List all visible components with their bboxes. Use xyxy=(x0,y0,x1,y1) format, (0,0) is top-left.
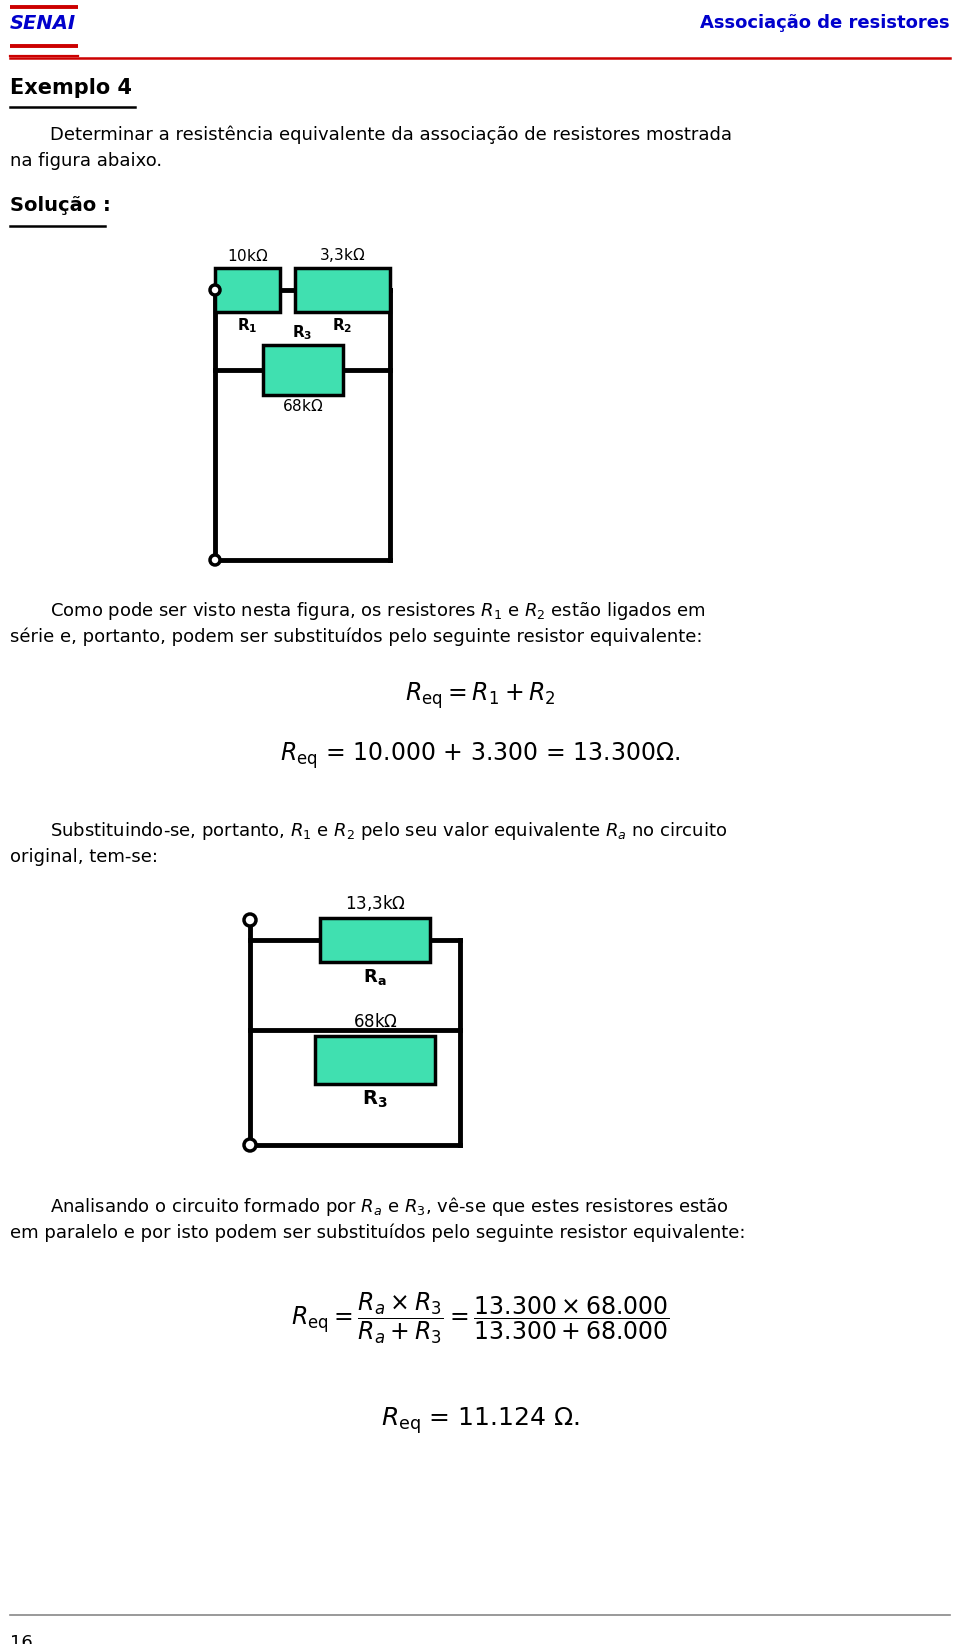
Text: 3,3k$\Omega$: 3,3k$\Omega$ xyxy=(320,247,366,265)
Bar xyxy=(315,1036,435,1083)
Text: 68k$\Omega$: 68k$\Omega$ xyxy=(352,1013,397,1031)
Text: 16: 16 xyxy=(10,1634,33,1644)
Text: Exemplo 4: Exemplo 4 xyxy=(10,77,132,99)
Bar xyxy=(320,917,430,962)
Text: $R_\mathrm{eq}$ = 10.000 + 3.300 = 13.300$\Omega$.: $R_\mathrm{eq}$ = 10.000 + 3.300 = 13.30… xyxy=(280,740,680,771)
Text: $\mathbf{R_3}$: $\mathbf{R_3}$ xyxy=(292,324,313,342)
Text: Analisando o circuito formado por $R_a$ e $R_3$, vê-se que estes resistores estã: Analisando o circuito formado por $R_a$ … xyxy=(50,1195,729,1218)
Text: série e, portanto, podem ser substituídos pelo seguinte resistor equivalente:: série e, portanto, podem ser substituído… xyxy=(10,628,703,646)
Text: 13,3k$\Omega$: 13,3k$\Omega$ xyxy=(345,893,405,912)
Bar xyxy=(295,268,390,312)
Text: Associação de resistores: Associação de resistores xyxy=(701,15,950,31)
Text: 10k$\Omega$: 10k$\Omega$ xyxy=(227,248,268,265)
Text: $\mathbf{R_2}$: $\mathbf{R_2}$ xyxy=(332,316,352,335)
Text: Solução :: Solução : xyxy=(10,196,110,215)
Circle shape xyxy=(244,1139,256,1151)
Bar xyxy=(215,268,280,312)
Text: $\boldsymbol{R_\mathrm{eq}}$ = 11.124 $\Omega$.: $\boldsymbol{R_\mathrm{eq}}$ = 11.124 $\… xyxy=(381,1406,579,1435)
Circle shape xyxy=(210,284,220,294)
Bar xyxy=(262,345,343,395)
Circle shape xyxy=(210,556,220,566)
Text: em paralelo e por isto podem ser substituídos pelo seguinte resistor equivalente: em paralelo e por isto podem ser substit… xyxy=(10,1223,746,1241)
Text: $R_\mathrm{eq} = \dfrac{R_a \times R_3}{R_a + R_3} = \dfrac{13.300 \times 68.000: $R_\mathrm{eq} = \dfrac{R_a \times R_3}{… xyxy=(291,1291,669,1346)
Text: Como pode ser visto nesta figura, os resistores $R_1$ e $R_2$ estão ligados em: Como pode ser visto nesta figura, os res… xyxy=(50,600,706,621)
Text: $R_\mathrm{eq} = R_1 + R_2$: $R_\mathrm{eq} = R_1 + R_2$ xyxy=(405,681,555,710)
Text: $\mathbf{R_a}$: $\mathbf{R_a}$ xyxy=(363,967,387,986)
Text: $\mathbf{R_3}$: $\mathbf{R_3}$ xyxy=(362,1088,388,1110)
Text: original, tem-se:: original, tem-se: xyxy=(10,848,158,866)
Text: Substituindo-se, portanto, $R_1$ e $R_2$ pelo seu valor equivalente $R_a$ no cir: Substituindo-se, portanto, $R_1$ e $R_2$… xyxy=(50,820,728,842)
Text: 68k$\Omega$: 68k$\Omega$ xyxy=(282,398,324,414)
Text: na figura abaixo.: na figura abaixo. xyxy=(10,151,162,169)
Text: $\mathbf{R_1}$: $\mathbf{R_1}$ xyxy=(237,316,258,335)
Circle shape xyxy=(244,914,256,926)
Text: Determinar a resistência equivalente da associação de resistores mostrada: Determinar a resistência equivalente da … xyxy=(50,127,732,145)
Text: SENAI: SENAI xyxy=(10,15,76,33)
